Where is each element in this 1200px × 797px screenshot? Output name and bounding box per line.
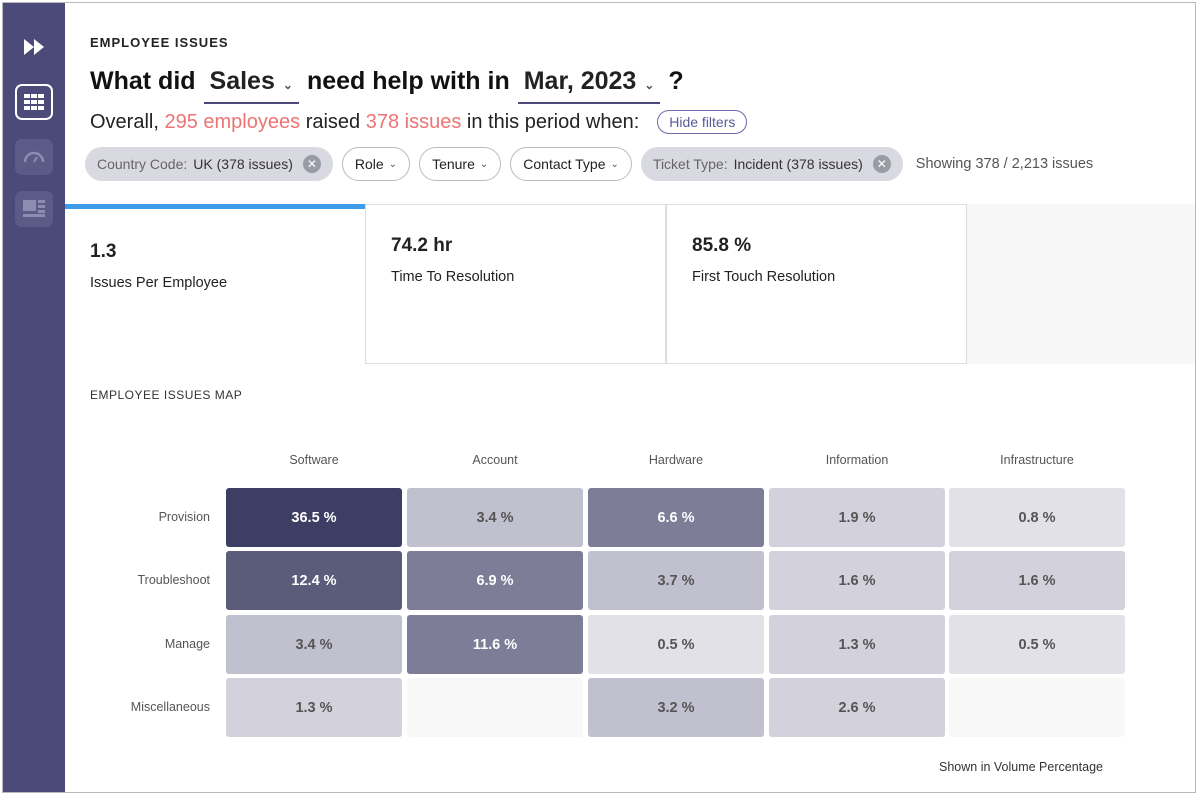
sidebar-item-grid[interactable]	[15, 84, 53, 120]
heatmap-cell[interactable]: 0.5 %	[949, 615, 1125, 674]
dashboard-icon[interactable]	[15, 191, 53, 227]
period-value: Mar, 2023	[523, 67, 637, 95]
heatmap-cell[interactable]: 1.3 %	[769, 615, 945, 674]
filter-contact-type[interactable]: Contact Type ⌄	[510, 147, 632, 181]
column-header: Account	[472, 453, 518, 467]
heatmap-cell[interactable]: 6.9 %	[407, 551, 583, 610]
kpi-value: 1.3	[90, 241, 117, 262]
page-title: What did Sales ⌄ need help with in Mar, 2…	[90, 67, 684, 104]
heatmap-cell[interactable]: 3.7 %	[588, 551, 764, 610]
map-title: EMPLOYEE ISSUES MAP	[90, 388, 243, 402]
issue-count: 378 issues	[365, 110, 462, 133]
filter-value: Incident (378 issues)	[733, 156, 863, 172]
title-text: need help with in	[306, 67, 510, 95]
chevron-down-icon: ⌄	[610, 158, 619, 170]
kpi-label: First Touch Resolution	[692, 269, 836, 285]
kpi-value: 74.2 hr	[391, 235, 453, 256]
department-dropdown[interactable]: Sales ⌄	[203, 67, 299, 104]
kpi-row: 1.3 Issues Per Employee 74.2 hr Time To Re…	[65, 204, 1195, 364]
filter-tenure[interactable]: Tenure ⌄	[419, 147, 502, 181]
filter-label: Role	[354, 156, 384, 172]
kpi-first-touch-resolution[interactable]: 85.8 % First Touch Resolution	[666, 204, 967, 364]
column-header: Information	[825, 453, 889, 467]
kpi-time-to-resolution[interactable]: 74.2 hr Time To Resolution	[365, 204, 666, 364]
filter-value: UK (378 issues)	[193, 156, 293, 172]
filter-role[interactable]: Role ⌄	[341, 147, 411, 181]
heatmap-cell	[407, 678, 583, 737]
row-header: Miscellaneous	[130, 700, 210, 714]
kpi-label: Time To Resolution	[391, 269, 515, 285]
heatmap-cell[interactable]: 11.6 %	[407, 615, 583, 674]
summary-text: raised	[305, 110, 361, 133]
map-footnote: Shown in Volume Percentage	[939, 760, 1103, 774]
title-text: ?	[668, 67, 684, 95]
heatmap-cell[interactable]: 36.5 %	[226, 488, 402, 547]
sidebar	[3, 3, 65, 792]
heatmap-cell[interactable]: 1.6 %	[949, 551, 1125, 610]
row-header: Manage	[164, 637, 210, 651]
department-value: Sales	[209, 67, 275, 95]
column-header: Software	[289, 453, 339, 467]
title-text: What did	[90, 67, 196, 95]
filter-key: Country Code:	[97, 156, 188, 172]
row-header: Troubleshoot	[137, 573, 211, 587]
summary-line: Overall, 295 employees raised 378 issues…	[90, 110, 748, 134]
column-header: Hardware	[648, 453, 704, 467]
row-header: Provision	[158, 510, 210, 524]
expand-sidebar-icon[interactable]	[15, 29, 53, 65]
filter-key: Ticket Type:	[652, 156, 728, 172]
remove-filter-icon[interactable]: ✕	[872, 155, 891, 173]
kpi-value: 85.8 %	[692, 235, 752, 256]
chevron-down-icon: ⌄	[644, 78, 655, 92]
heatmap-cell[interactable]: 0.5 %	[588, 615, 764, 674]
page-eyebrow: EMPLOYEE ISSUES	[90, 35, 229, 50]
chevron-down-icon: ⌄	[479, 158, 489, 170]
remove-filter-icon[interactable]: ✕	[302, 155, 321, 173]
heatmap-cell[interactable]: 1.9 %	[769, 488, 945, 547]
gauge-icon[interactable]	[15, 139, 53, 175]
employee-count: 295 employees	[164, 110, 301, 133]
filter-label: Contact Type	[523, 156, 606, 172]
kpi-issues-per-employee[interactable]: 1.3 Issues Per Employee	[65, 204, 365, 364]
summary-text: in this period when:	[466, 110, 640, 133]
filter-ticket-type[interactable]: Ticket Type: Incident (378 issues) ✕	[640, 147, 903, 181]
heatmap-cell[interactable]: 12.4 %	[226, 551, 402, 610]
chevron-down-icon: ⌄	[388, 158, 398, 170]
heatmap-cell[interactable]: 1.6 %	[769, 551, 945, 610]
hide-filters-button[interactable]: Hide filters	[657, 110, 748, 134]
chevron-down-icon: ⌄	[282, 78, 293, 92]
heatmap-cell[interactable]: 6.6 %	[588, 488, 764, 547]
heatmap-cell	[949, 678, 1125, 737]
filter-bar: Country Code: UK (378 issues) ✕ Role ⌄ Tenu…	[85, 147, 1093, 181]
main-content: EMPLOYEE ISSUES What did Sales ⌄ need hel…	[65, 3, 1195, 792]
heatmap-cell[interactable]: 3.2 %	[588, 678, 764, 737]
heatmap-cell[interactable]: 3.4 %	[226, 615, 402, 674]
summary-text: Overall,	[90, 110, 159, 133]
heatmap-cell[interactable]: 2.6 %	[769, 678, 945, 737]
column-header: Infrastructure	[1000, 453, 1074, 467]
filter-label: Tenure	[432, 156, 475, 172]
kpi-label: Issues Per Employee	[90, 275, 228, 291]
heatmap-cell[interactable]: 3.4 %	[407, 488, 583, 547]
showing-count: Showing 378 / 2,213 issues	[915, 156, 1094, 172]
period-dropdown[interactable]: Mar, 2023 ⌄	[517, 67, 661, 104]
filter-country-code[interactable]: Country Code: UK (378 issues) ✕	[85, 147, 333, 181]
heatmap-cell[interactable]: 1.3 %	[226, 678, 402, 737]
heatmap-cell[interactable]: 0.8 %	[949, 488, 1125, 547]
